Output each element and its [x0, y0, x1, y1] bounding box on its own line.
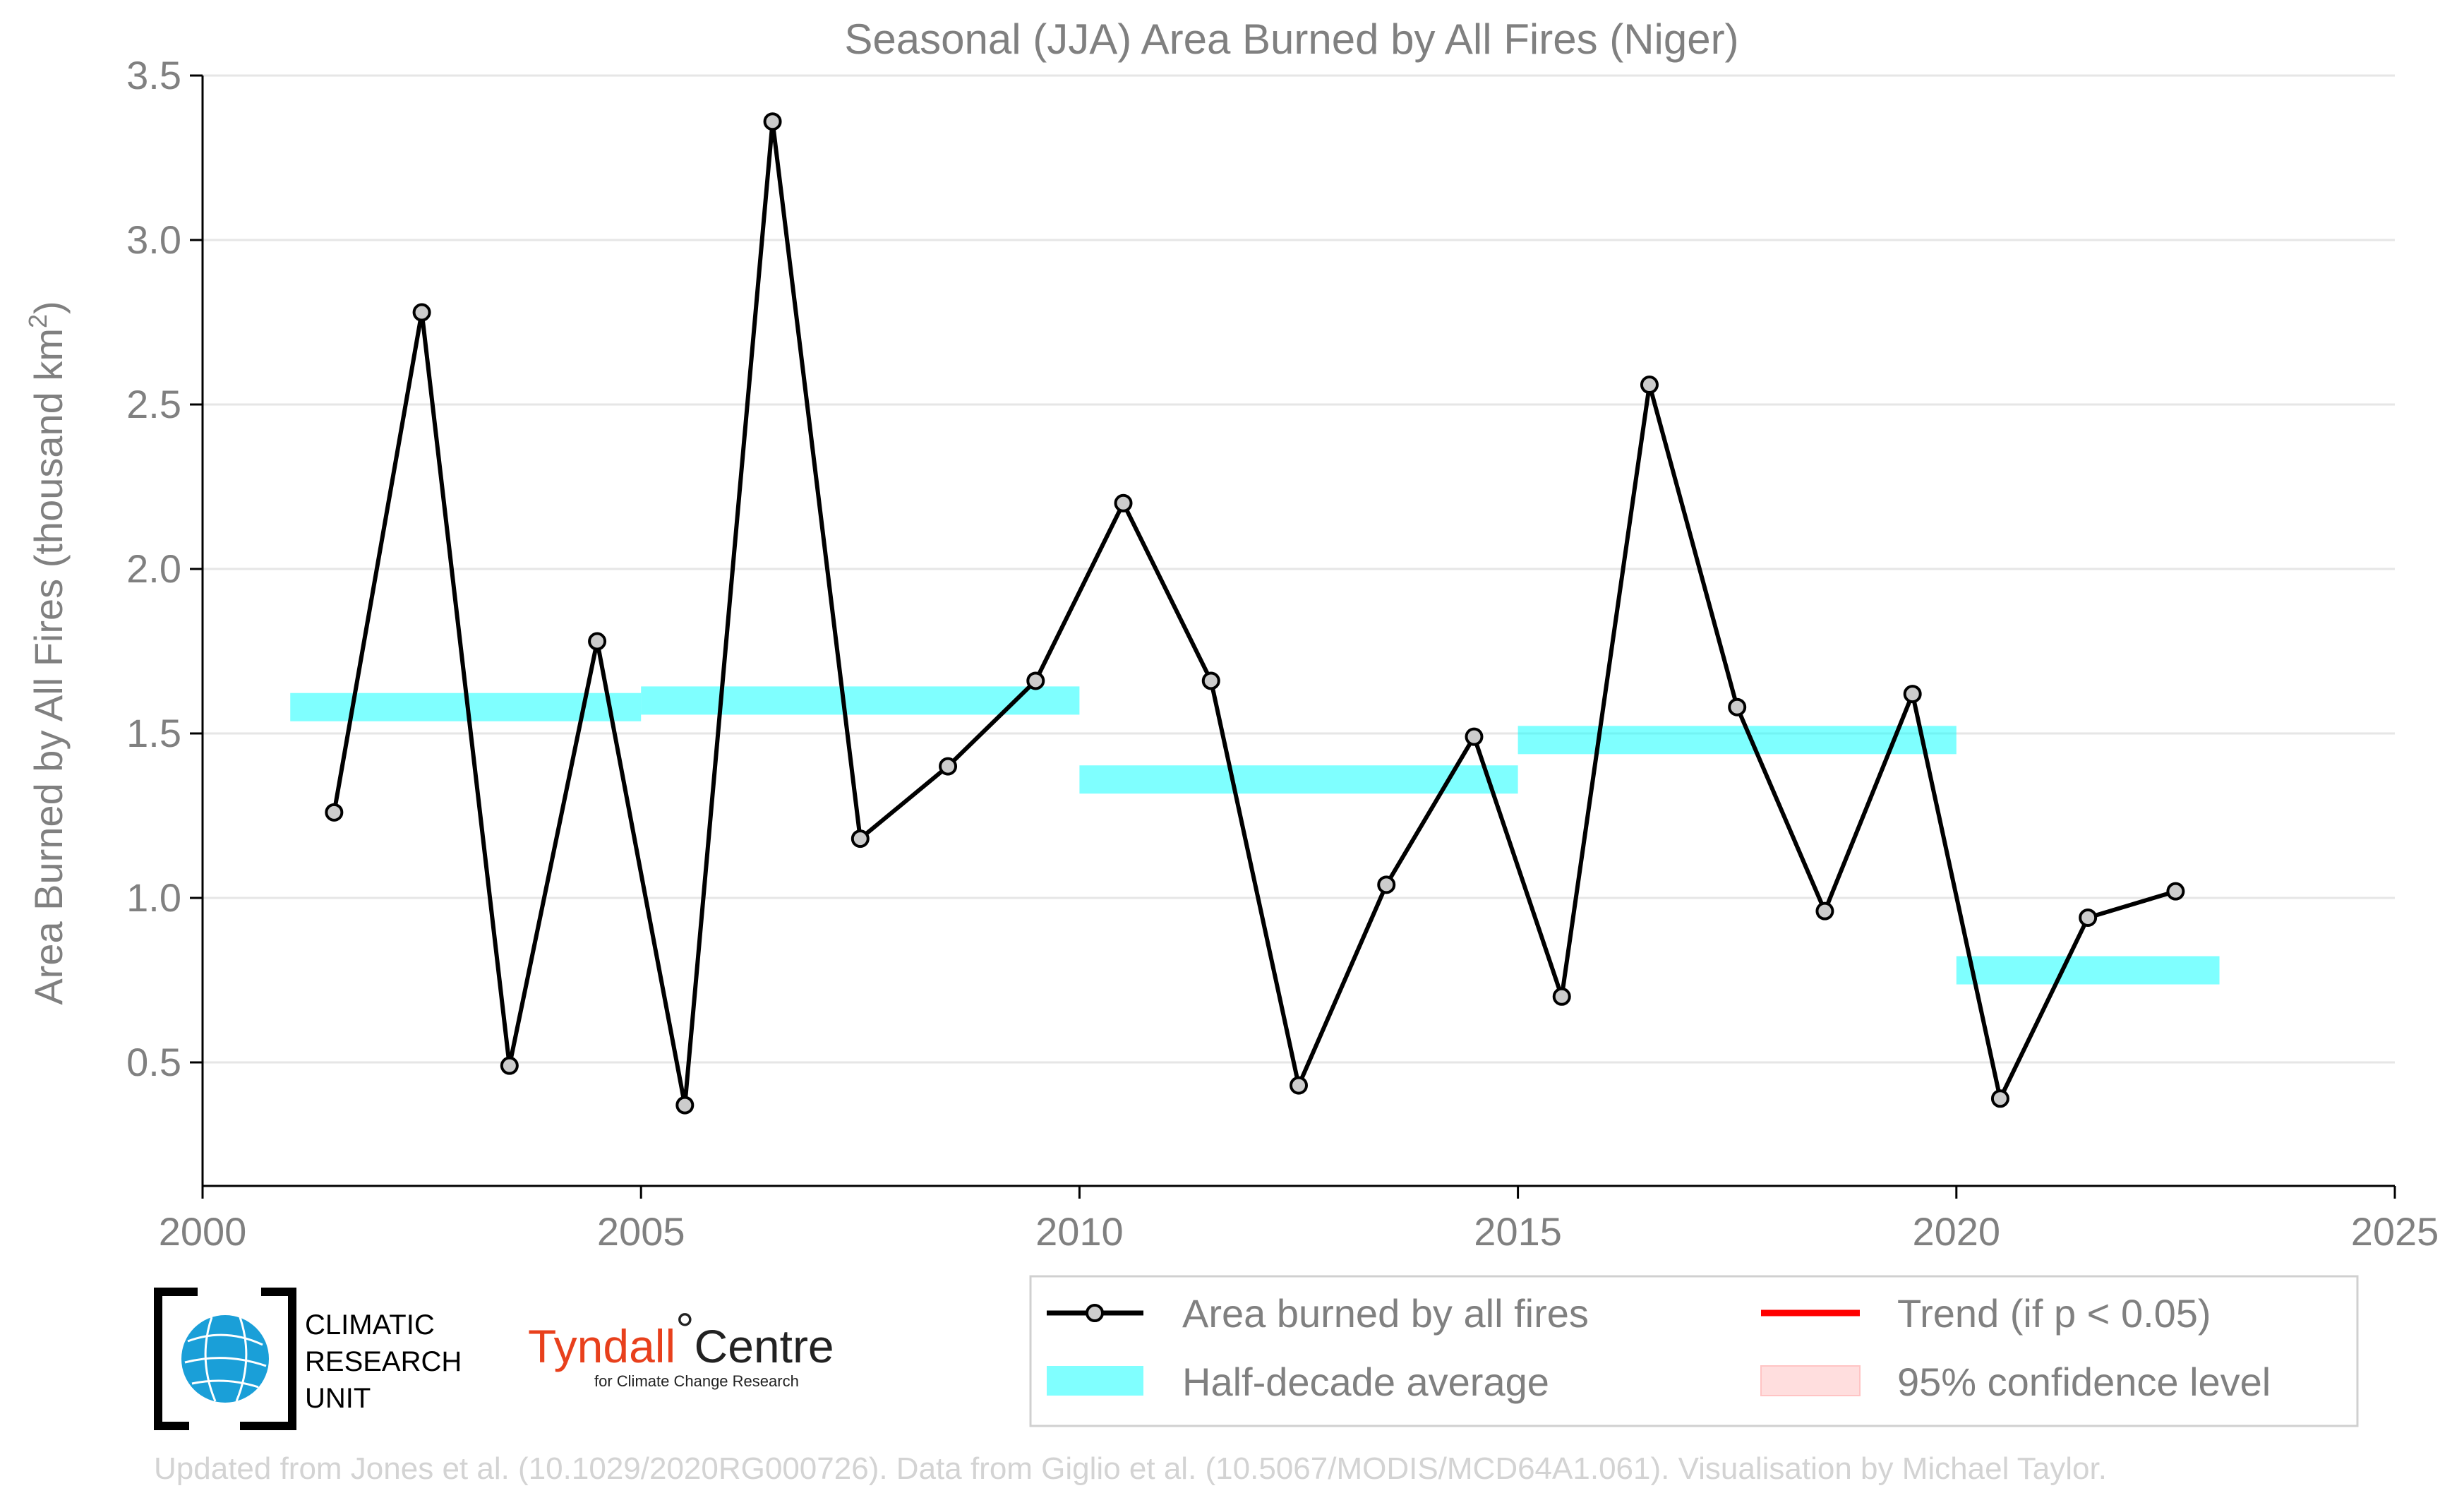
- legend-label-half-decade: Half-decade average: [1182, 1360, 1549, 1404]
- legend-box: [1029, 1275, 2359, 1427]
- data-point-12: [1377, 875, 1396, 894]
- y-tick-label-1: 1.0: [126, 875, 181, 920]
- data-point-11: [1290, 1076, 1308, 1095]
- legend-label-trend: Trend (if p < 0.05): [1897, 1291, 2211, 1336]
- data-point-19: [1990, 1089, 2009, 1108]
- tyndall-name-part1: Tyndall: [528, 1320, 675, 1372]
- tyndall-degree: °: [675, 1303, 694, 1355]
- y-axis-label: Area Burned by All Fires (thousand km2): [23, 301, 71, 1005]
- y-tick-label-3: 2.0: [126, 546, 181, 591]
- y-axis-label-main: Area Burned by All Fires (thousand km: [26, 328, 71, 1005]
- y-tick-label-4: 2.5: [126, 382, 181, 426]
- cru-bracket-right: [240, 1288, 296, 1430]
- tyndall-subtitle: for Climate Change Research: [594, 1372, 799, 1390]
- x-tick-label-1: 2005: [597, 1209, 685, 1254]
- x-tick-label-2: 2010: [1035, 1209, 1124, 1254]
- data-point-1: [412, 303, 431, 322]
- data-point-5: [763, 112, 782, 131]
- y-axis-label-close: ): [26, 301, 71, 314]
- series-line-0: [332, 119, 2177, 1108]
- x-ticks: 2000 2005 2010 2015 2020 2025: [159, 1186, 2439, 1254]
- half-decade-band-3: [1518, 726, 1957, 755]
- half-decade-band-2: [1079, 765, 1518, 794]
- tyndall-name: Tyndall°Centre: [528, 1303, 834, 1372]
- data-point-3: [588, 632, 607, 651]
- cru-line2: RESEARCH: [305, 1346, 462, 1377]
- data-point-20: [2079, 908, 2098, 927]
- data-point-7: [939, 757, 958, 776]
- data-point-18: [1903, 685, 1922, 704]
- y-tick-label-6: 3.5: [126, 53, 181, 97]
- tyndall-name-part2: Centre: [695, 1320, 834, 1372]
- data-point-6: [851, 829, 870, 849]
- data-point-10: [1201, 671, 1220, 690]
- y-tick-label-0: 0.5: [126, 1040, 181, 1084]
- x-tick-label-3: 2015: [1474, 1209, 1562, 1254]
- cru-bracket-left: [154, 1288, 198, 1430]
- data-point-17: [1815, 901, 1834, 921]
- globe-icon: [181, 1315, 269, 1403]
- data-point-2: [500, 1056, 519, 1075]
- data-point-4: [675, 1096, 695, 1115]
- x-tick-label-4: 2020: [1913, 1209, 2001, 1254]
- y-tick-label-5: 3.0: [126, 217, 181, 262]
- grid: [203, 74, 2395, 1064]
- cru-line1: CLIMATIC: [305, 1309, 435, 1341]
- y-axis-label-sup: 2: [23, 314, 52, 328]
- legend-label-confidence: 95% confidence level: [1897, 1360, 2271, 1404]
- data-point-9: [1114, 493, 1133, 512]
- series-line: [332, 119, 2177, 1108]
- y-tick-label-2: 1.5: [126, 711, 181, 755]
- cru-line3: UNIT: [305, 1383, 371, 1414]
- half-decade-band-4: [1956, 956, 2220, 985]
- data-point-13: [1465, 727, 1484, 746]
- data-point-0: [325, 803, 344, 822]
- cru-logo: CLIMATIC RESEARCH UNIT: [154, 1288, 462, 1430]
- tyndall-logo: Tyndall°Centre for Climate Change Resear…: [528, 1303, 834, 1390]
- legend-swatch-confidence: [1760, 1365, 1861, 1396]
- legend: Area burned by all fires Trend (if p < 0…: [1029, 1275, 2359, 1427]
- data-point-21: [2166, 882, 2185, 901]
- legend-label-area-burned: Area burned by all fires: [1182, 1291, 1589, 1336]
- legend-marker-area-burned: [1086, 1304, 1104, 1322]
- data-point-16: [1728, 697, 1747, 716]
- data-point-8: [1026, 671, 1045, 690]
- x-tick-label-5: 2025: [2351, 1209, 2439, 1254]
- chart-title: Seasonal (JJA) Area Burned by All Fires …: [844, 16, 1738, 63]
- y-ticks: 0.5 1.0 1.5 2.0 2.5 3.0 3.5: [126, 53, 203, 1084]
- credit-line: Updated from Jones et al. (10.1029/2020R…: [154, 1451, 2107, 1486]
- legend-swatch-half-decade: [1047, 1366, 1143, 1396]
- data-point-15: [1640, 376, 1659, 395]
- data-points: [325, 112, 2185, 1115]
- data-point-14: [1552, 987, 1571, 1006]
- x-tick-label-0: 2000: [159, 1209, 247, 1254]
